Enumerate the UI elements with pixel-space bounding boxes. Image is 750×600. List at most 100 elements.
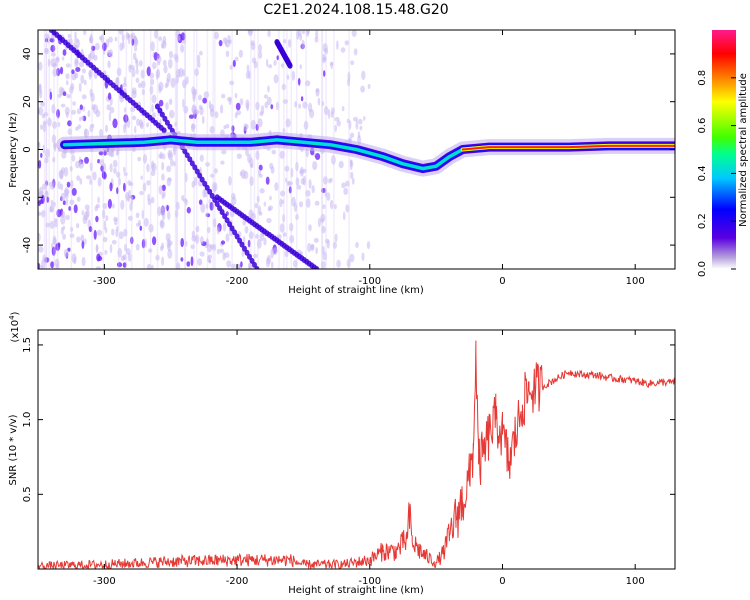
noise-dot [323, 56, 327, 62]
noise-dot [114, 36, 118, 42]
noise-dot [181, 39, 187, 44]
noise-dot [39, 199, 44, 205]
noise-dot [57, 181, 61, 190]
noise-dot [102, 42, 107, 51]
noise-dot [240, 261, 243, 268]
noise-dot [55, 263, 60, 269]
noise-dot [347, 78, 351, 87]
diagonal-trace-dot [314, 266, 320, 269]
noise-dot [109, 106, 115, 114]
noise-dot [40, 152, 43, 158]
noise-dot [340, 47, 346, 53]
noise-dot [185, 240, 188, 247]
noise-dot [272, 247, 278, 256]
noise-dot [216, 226, 220, 235]
noise-dot [62, 200, 66, 205]
noise-dot [114, 218, 118, 226]
x-tick-label: 0 [499, 276, 505, 287]
noise-dot [306, 30, 310, 35]
noise-dot [135, 243, 140, 251]
noise-dot [167, 240, 173, 246]
noise-dot [134, 125, 137, 134]
noise-dot [324, 47, 329, 55]
noise-dot [127, 252, 132, 262]
noise-dot [288, 186, 292, 194]
noise-dot [49, 206, 53, 213]
noise-dot [60, 211, 66, 218]
noise-dot [123, 76, 127, 85]
noise-dot [291, 70, 296, 81]
noise-dot [256, 238, 262, 249]
noise-dot [123, 182, 126, 192]
diagonal-trace-dot [224, 217, 230, 224]
noise-dot [116, 187, 119, 195]
noise-dot [289, 222, 294, 232]
noise-dot [75, 223, 80, 229]
noise-dot [75, 160, 80, 169]
noise-dot [259, 111, 264, 117]
noise-dot [87, 110, 91, 118]
noise-dot [332, 241, 337, 249]
colorbar-tick-label: 0.8 [697, 70, 708, 86]
noise-dot [70, 179, 74, 189]
noise-dot [161, 161, 165, 171]
noise-dot [38, 106, 44, 116]
noise-dot [281, 199, 285, 204]
noise-dot [240, 169, 246, 180]
noise-dot [158, 185, 163, 195]
diagonal-trace-dot [164, 119, 170, 126]
noise-dot [155, 254, 160, 261]
noise-dot [139, 225, 143, 231]
noise-dot [266, 217, 272, 224]
noise-dot [328, 178, 332, 184]
noise-dot [220, 240, 226, 245]
noise-dot [218, 39, 223, 47]
noise-dot [281, 83, 286, 91]
noise-dot [324, 187, 328, 198]
noise-dot [73, 204, 78, 214]
noise-dot [321, 225, 326, 234]
noise-dot [112, 203, 115, 209]
noise-dot [90, 92, 95, 103]
noise-dot [138, 219, 141, 226]
noise-dot [116, 67, 122, 77]
noise-dot [89, 50, 95, 60]
noise-dot [60, 103, 66, 108]
y-tick-label: 40 [22, 48, 33, 61]
noise-dot [52, 156, 56, 163]
noise-dot [104, 249, 108, 255]
noise-dot [71, 69, 75, 74]
noise-dot [314, 36, 319, 43]
noise-dot [199, 251, 205, 257]
noise-dot [248, 231, 254, 240]
noise-dot [107, 60, 111, 69]
noise-dot [165, 102, 169, 110]
noise-dot [269, 162, 274, 170]
noise-dot [235, 102, 241, 111]
noise-dot [44, 157, 49, 164]
diagonal-trace-dot [192, 164, 198, 171]
noise-dot [284, 165, 290, 172]
figure-title: C2E1.2024.108.15.48.G20 [263, 2, 448, 18]
noise-dot [142, 154, 148, 164]
noise-dot [162, 35, 167, 46]
noise-dot [348, 120, 352, 130]
noise-dot [45, 222, 50, 228]
noise-dot [256, 195, 260, 203]
noise-dot [62, 225, 66, 231]
noise-streak [174, 30, 177, 269]
noise-dot [105, 215, 109, 222]
noise-dot [131, 38, 135, 46]
noise-dot [222, 251, 226, 261]
noise-dot [323, 106, 329, 116]
noise-dot [247, 239, 251, 248]
noise-dot [283, 39, 287, 44]
noise-dot [95, 215, 99, 223]
noise-dot [42, 144, 45, 154]
noise-dot [104, 227, 108, 234]
noise-dot [128, 189, 131, 199]
noise-dot [309, 108, 315, 119]
noise-dot [49, 220, 55, 229]
noise-dot [248, 30, 253, 34]
noise-dot [161, 256, 165, 266]
